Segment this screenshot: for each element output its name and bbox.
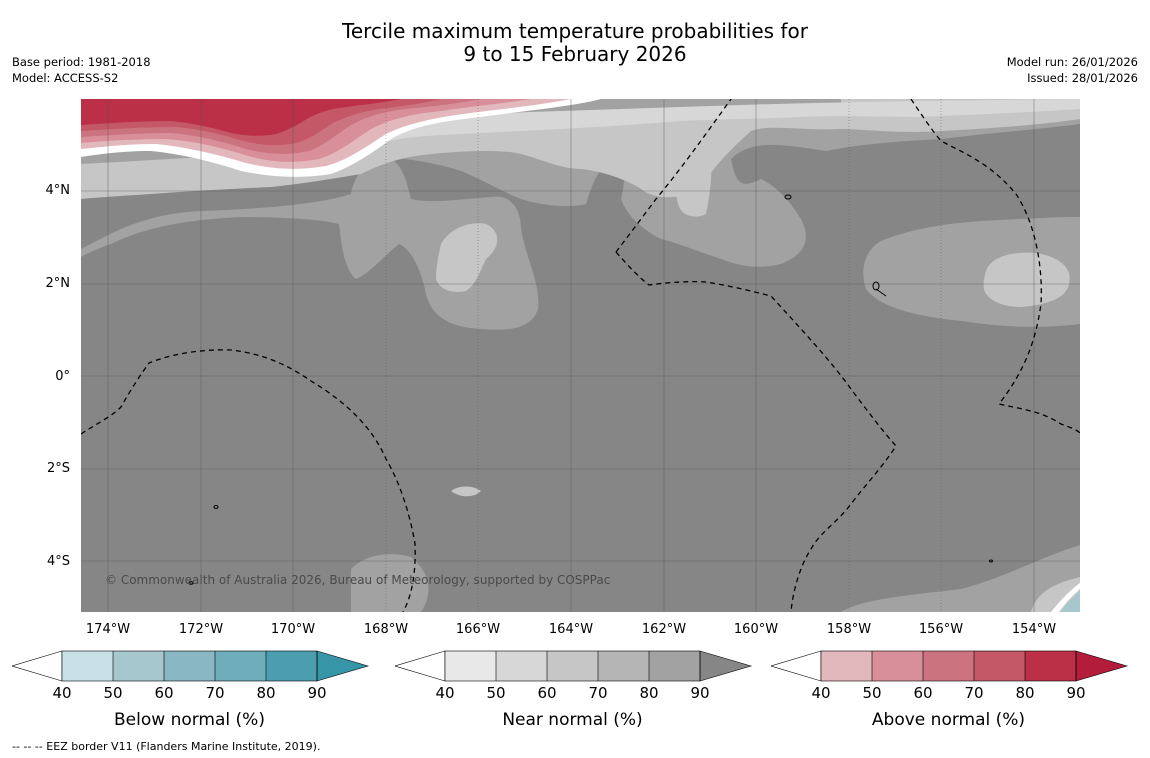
lat-tick-4n: 4°N — [45, 183, 71, 198]
cbar-near-tick-70: 70 — [588, 684, 608, 702]
cbar-below-label: Below normal (%) — [114, 710, 265, 730]
cbar-near-seg-3 — [547, 651, 598, 681]
lon-tick-170w: 170°W — [270, 622, 316, 637]
cbar-above-tick-40: 40 — [811, 684, 831, 702]
eez-border-east — [910, 99, 1080, 434]
cbar-near-tick-80: 80 — [639, 684, 659, 702]
cbar-near-arrow-low — [395, 650, 446, 682]
cbar-above-seg-5 — [1025, 651, 1076, 681]
cbar-above-seg-2 — [872, 651, 923, 681]
cbar-near-tick-60: 60 — [537, 684, 557, 702]
cbar-near-arrow-high — [699, 650, 753, 682]
cbar-above-tick-80: 80 — [1015, 684, 1035, 702]
forecast-map — [81, 99, 1080, 612]
lon-tick-158w: 158°W — [826, 622, 872, 637]
colorbar-below-normal — [12, 650, 370, 682]
near-normal-60-strip — [381, 99, 1080, 144]
island-outlines — [188, 194, 993, 585]
eez-border-west — [81, 349, 416, 612]
cbar-above-arrow-high — [1075, 650, 1129, 682]
cbar-below-arrow-low — [12, 650, 63, 682]
cbar-below-tick-50: 50 — [103, 684, 123, 702]
lat-tick-4s: 4°S — [46, 554, 70, 569]
lat-tick-0: 0° — [55, 369, 70, 384]
latitude-gridlines — [81, 190, 1080, 562]
model-text: Model: ACCESS-S2 — [12, 71, 119, 85]
cbar-below-tick-70: 70 — [205, 684, 225, 702]
cbar-below-tick-40: 40 — [52, 684, 72, 702]
near-normal-70-blob-south — [451, 486, 481, 497]
cbar-below-tick-60: 60 — [154, 684, 174, 702]
island-southeast — [989, 559, 993, 563]
cbar-above-seg-1 — [821, 651, 872, 681]
cbar-below-arrow-high — [316, 650, 370, 682]
cbar-below-seg-2 — [113, 651, 164, 681]
cbar-below-tick-80: 80 — [256, 684, 276, 702]
copyright-text: © Commonwealth of Australia 2026, Bureau… — [105, 573, 611, 587]
title-line-1: Tercile maximum temperature probabilitie… — [342, 19, 808, 43]
island-east-atoll-tail — [875, 288, 887, 297]
model-run-text: Model run: 26/01/2026 — [1006, 55, 1138, 69]
eez-border-central-south — [615, 251, 897, 612]
cbar-below-tick-90: 90 — [307, 684, 327, 702]
cbar-near-tick-40: 40 — [435, 684, 455, 702]
map-title: Tercile maximum temperature probabilitie… — [0, 20, 1150, 66]
cbar-above-label: Above normal (%) — [871, 710, 1026, 730]
cbar-above-arrow-low — [771, 650, 822, 682]
lon-tick-166w: 166°W — [455, 622, 501, 637]
cbar-above-tick-50: 50 — [862, 684, 882, 702]
eez-border-central — [615, 99, 732, 253]
cbar-near-label: Near normal (%) — [502, 710, 643, 730]
lon-tick-162w: 162°W — [641, 622, 687, 637]
near-normal-70-blob-east — [983, 252, 1070, 307]
cbar-below-seg-1 — [62, 651, 113, 681]
cbar-above-tick-90: 90 — [1066, 684, 1086, 702]
below-normal-patch — [1061, 591, 1080, 612]
base-period-text: Base period: 1981-2018 — [12, 55, 151, 69]
near-normal-70-blob-center — [675, 149, 712, 217]
cbar-near-seg-1 — [445, 651, 496, 681]
issued-text: Issued: 28/01/2026 — [1027, 71, 1138, 85]
cbar-above-seg-3 — [923, 651, 974, 681]
island-southwest-2 — [188, 581, 194, 585]
cbar-above-seg-4 — [974, 651, 1025, 681]
near-normal-70-blob-west — [436, 223, 498, 292]
title-line-2: 9 to 15 February 2026 — [463, 42, 687, 66]
colorbar-near-normal — [395, 650, 753, 682]
cbar-above-tick-60: 60 — [913, 684, 933, 702]
lon-tick-168w: 168°W — [363, 622, 409, 637]
eez-borders — [81, 99, 1080, 612]
cbar-above-tick-70: 70 — [964, 684, 984, 702]
lon-tick-174w: 174°W — [85, 622, 131, 637]
lon-tick-172w: 172°W — [178, 622, 224, 637]
cbar-near-seg-5 — [649, 651, 700, 681]
cbar-below-seg-4 — [215, 651, 266, 681]
lon-tick-154w: 154°W — [1011, 622, 1057, 637]
cbar-near-tick-50: 50 — [486, 684, 506, 702]
lat-tick-2n: 2°N — [45, 276, 71, 291]
cbar-near-seg-2 — [496, 651, 547, 681]
cbar-near-tick-90: 90 — [690, 684, 710, 702]
lon-tick-156w: 156°W — [918, 622, 964, 637]
eez-legend-footer: -- -- -- EEZ border V11 (Flanders Marine… — [12, 740, 321, 753]
cbar-below-seg-3 — [164, 651, 215, 681]
near-normal-80-region-southeast — [841, 545, 1080, 612]
lon-tick-164w: 164°W — [548, 622, 594, 637]
cbar-below-seg-5 — [266, 651, 317, 681]
island-north-center — [784, 194, 792, 200]
island-southwest-1 — [213, 505, 219, 509]
below-normal-white-edge — [1051, 583, 1080, 612]
cbar-near-seg-4 — [598, 651, 649, 681]
longitude-gridlines — [107, 99, 1035, 612]
lon-tick-160w: 160°W — [733, 622, 779, 637]
lat-tick-2s: 2°S — [46, 461, 70, 476]
island-east-atoll — [872, 281, 880, 291]
meta-right: Model run: 26/01/2026 Issued: 28/01/2026 — [1007, 54, 1138, 86]
meta-left: Base period: 1981-2018 Model: ACCESS-S2 — [12, 54, 151, 86]
colorbar-above-normal — [771, 650, 1129, 682]
above-normal-80-region — [81, 99, 401, 136]
